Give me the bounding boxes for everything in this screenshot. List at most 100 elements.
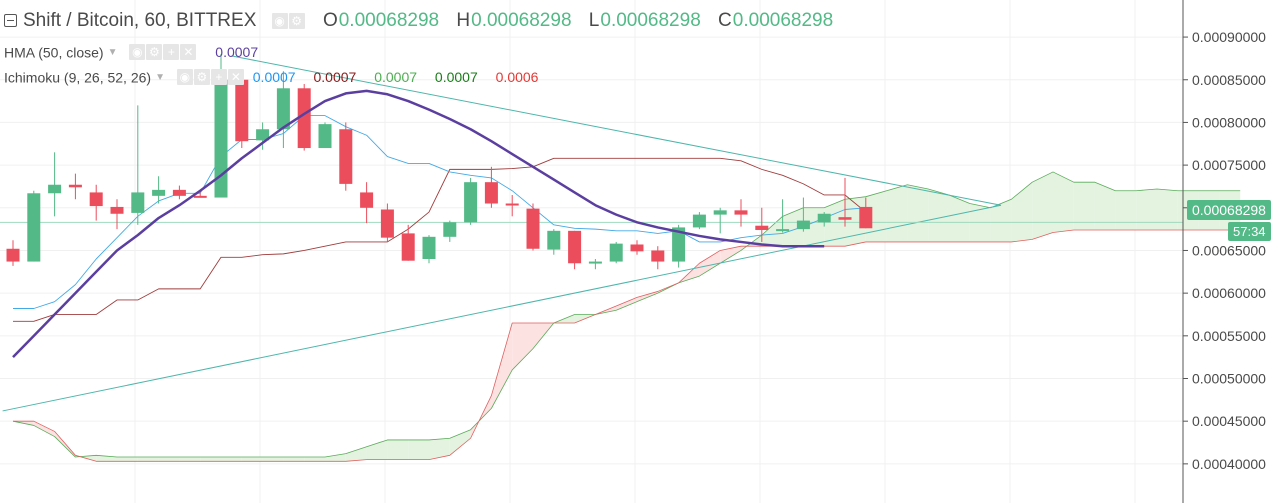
settings-icon[interactable]: ⚙ — [193, 69, 210, 86]
close-value: 0.00068298 — [732, 10, 834, 31]
close-icon[interactable]: ✕ — [180, 44, 197, 61]
senkou-span-a-line — [12, 171, 1241, 458]
down-candle — [526, 208, 540, 249]
down-candle — [89, 192, 103, 207]
cloud-segment — [1136, 189, 1157, 230]
low-label: L — [588, 10, 600, 31]
down-candle — [568, 230, 582, 264]
trendline — [231, 55, 1002, 206]
collapse-icon[interactable] — [4, 13, 17, 27]
cloud-segment — [221, 457, 242, 462]
cloud-segment — [1032, 171, 1053, 240]
price-axis-label: 0.00050000 — [1192, 371, 1266, 387]
trendline — [2, 204, 1002, 412]
up-candle — [152, 189, 166, 196]
down-candle — [838, 217, 852, 220]
cloud-segment — [304, 457, 325, 462]
down-candle — [360, 192, 374, 208]
high-label: H — [456, 10, 471, 31]
hma-name: HMA (50, close) — [4, 44, 104, 61]
down-candle — [6, 248, 20, 262]
down-candle — [172, 189, 186, 196]
settings-icon[interactable]: ⚙ — [288, 13, 305, 29]
price-axis-label: 0.00085000 — [1192, 72, 1266, 88]
down-candle — [651, 250, 665, 262]
cloud-segment — [241, 457, 263, 462]
settings-icon[interactable]: ⚙ — [146, 44, 163, 61]
down-candle — [505, 203, 519, 206]
price-axis-label: 0.00045000 — [1192, 413, 1266, 429]
down-candle — [401, 233, 415, 261]
open-value: 0.00068298 — [338, 10, 440, 31]
price-axis-label: 0.00065000 — [1192, 242, 1266, 258]
cloud-segment — [865, 190, 887, 242]
cloud-segment — [137, 457, 159, 462]
tenkan-sen-line — [13, 115, 866, 309]
ichimoku-legend: Ichimoku (9, 26, 52, 26) ▼ ◉ ⚙ + ✕ 0.0007 0.… — [4, 68, 538, 86]
eye-icon[interactable]: ◉ — [129, 44, 146, 61]
kijun-value: 0.0007 — [313, 69, 357, 86]
up-candle — [48, 184, 62, 194]
down-candle — [755, 225, 769, 230]
up-candle — [672, 227, 686, 262]
down-candle — [235, 79, 249, 142]
down-candle — [859, 206, 873, 229]
up-candle — [817, 213, 831, 223]
cloud-segment — [117, 457, 138, 462]
cloud-segment — [429, 438, 450, 460]
cloud-segment — [949, 194, 970, 242]
up-candle — [422, 236, 436, 259]
price-axis-label: 0.00075000 — [1192, 157, 1266, 173]
open-label: O — [322, 10, 338, 31]
down-candle — [630, 244, 644, 252]
close-label: C — [718, 10, 732, 31]
eye-icon[interactable]: ◉ — [271, 13, 288, 29]
close-icon[interactable]: ✕ — [227, 69, 244, 86]
cloud-segment — [1115, 190, 1137, 230]
cloud-segment — [1053, 171, 1074, 233]
up-candle — [609, 243, 623, 262]
down-candle — [68, 184, 82, 188]
cloud-segment — [782, 207, 804, 247]
down-candle — [380, 209, 394, 238]
chevron-down-icon[interactable]: ▼ — [107, 46, 118, 58]
cloud-segment — [283, 457, 305, 462]
price-axis-label: 0.00090000 — [1192, 29, 1266, 45]
down-candle — [193, 195, 207, 198]
up-candle — [276, 88, 290, 130]
cloud-segment — [699, 250, 721, 277]
senkou-span-b-line — [13, 229, 1241, 462]
cloud-segment — [512, 323, 533, 370]
plus-icon[interactable]: + — [210, 69, 227, 86]
cloud-segment — [761, 216, 783, 247]
cloud-segment — [200, 457, 221, 462]
chevron-down-icon[interactable]: ▼ — [155, 71, 165, 83]
plus-icon[interactable]: + — [163, 44, 180, 61]
cloud-segment — [158, 457, 180, 462]
up-candle — [776, 229, 790, 232]
cloud-segment — [179, 457, 201, 462]
price-axis-label: 0.00040000 — [1192, 456, 1266, 472]
up-candle — [131, 192, 145, 213]
cloud-segment — [491, 323, 513, 409]
up-candle — [588, 261, 602, 264]
hma-value: 0.0007 — [215, 44, 259, 61]
chikou-value: 0.0007 — [374, 69, 418, 86]
cloud-segment — [1094, 182, 1116, 230]
up-candle — [256, 129, 270, 141]
up-candle — [796, 220, 810, 230]
cloud-segment — [345, 446, 367, 462]
kijun-sen-line — [13, 157, 867, 322]
eye-icon[interactable]: ◉ — [176, 69, 193, 86]
cloud-segment — [33, 421, 55, 437]
last-price-tag: 0.00068298 — [1187, 200, 1271, 220]
up-candle — [27, 193, 41, 262]
down-candle — [339, 129, 353, 184]
cloud-segment — [325, 453, 346, 462]
up-candle — [214, 79, 228, 198]
cloud-segment — [907, 184, 929, 242]
hma-legend: HMA (50, close) ▼ ◉ ⚙ + ✕ 0.0007 — [4, 43, 259, 61]
tenkan-value: 0.0007 — [252, 69, 296, 86]
hma-line — [12, 89, 825, 359]
